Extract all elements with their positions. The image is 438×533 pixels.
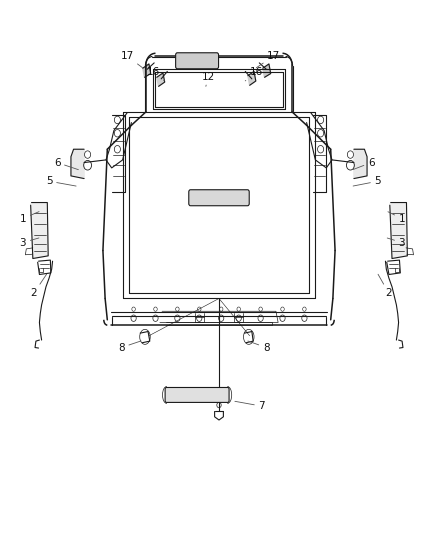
Polygon shape <box>263 64 271 77</box>
Text: 16: 16 <box>245 67 263 81</box>
Text: 5: 5 <box>353 176 381 186</box>
Text: 1: 1 <box>20 212 39 223</box>
FancyBboxPatch shape <box>165 387 229 402</box>
Text: 6: 6 <box>54 158 78 169</box>
Text: 3: 3 <box>387 238 405 247</box>
Polygon shape <box>390 203 407 259</box>
Polygon shape <box>31 203 48 259</box>
Polygon shape <box>143 64 151 77</box>
Text: 5: 5 <box>46 176 76 186</box>
Polygon shape <box>248 71 256 85</box>
Text: 2: 2 <box>378 274 392 298</box>
Polygon shape <box>157 73 165 86</box>
Text: 12: 12 <box>201 72 215 86</box>
Text: 16: 16 <box>147 67 164 81</box>
Text: 2: 2 <box>31 274 46 298</box>
Text: 17: 17 <box>120 51 142 68</box>
FancyBboxPatch shape <box>176 53 219 69</box>
Text: 3: 3 <box>20 238 39 247</box>
Text: 8: 8 <box>248 341 269 352</box>
Text: 17: 17 <box>256 51 280 68</box>
Text: 1: 1 <box>388 212 405 223</box>
FancyBboxPatch shape <box>189 190 249 206</box>
Text: 8: 8 <box>118 341 141 352</box>
Text: 7: 7 <box>235 401 265 411</box>
Text: 6: 6 <box>353 158 374 169</box>
Polygon shape <box>354 149 367 179</box>
Polygon shape <box>71 149 84 179</box>
